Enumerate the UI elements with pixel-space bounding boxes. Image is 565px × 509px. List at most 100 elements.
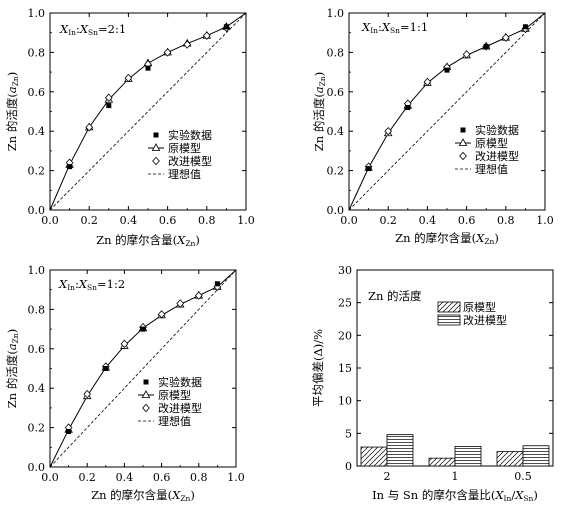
experimental-point <box>145 65 151 71</box>
x-tick-label: 0.6 <box>153 471 171 484</box>
legend-label: 改进模型 <box>168 154 212 168</box>
experimental-point <box>67 164 73 170</box>
improved-model-point <box>462 50 471 59</box>
bar-improved-model <box>522 445 550 467</box>
panel-label-var: X <box>361 20 371 34</box>
y-axis-label-sub: Zn <box>11 333 20 343</box>
legend-label: 理想值 <box>475 162 508 176</box>
y-tick-label: 15 <box>338 362 352 375</box>
x-tick-label: 1 <box>452 470 459 483</box>
x-axis-label-var: X <box>171 488 181 502</box>
improved-model-point <box>83 389 92 399</box>
improved-model-point <box>124 73 133 83</box>
legend-label: 理想值 <box>168 167 201 181</box>
x-axis-label-var: X <box>494 488 504 502</box>
improved-model-point <box>202 31 211 40</box>
y-axis-label: Zn 的活度(aZn) <box>312 72 327 151</box>
y-axis-label-close: ) <box>5 72 19 77</box>
y-axis-label-sub: Zn <box>11 76 20 86</box>
legend-label: 改进模型 <box>158 401 202 415</box>
panel-label-var: X <box>381 20 391 34</box>
y-tick-label: 1.0 <box>28 264 46 277</box>
y-tick-label: 30 <box>338 264 352 277</box>
y-tick-label: 0.0 <box>28 204 46 217</box>
legend-marker-experimental <box>143 379 149 385</box>
x-tick-label: 0.5 <box>514 470 532 483</box>
activity-chart-ratio-1-2: 0.0 0.2 0.4 0.6 0.8 1.00.00.20.40.60.81.0XIn:… <box>5 264 245 503</box>
panel-label-sub: Sn <box>390 26 400 35</box>
y-tick-label: 0.4 <box>28 382 46 395</box>
legend-swatch-original <box>437 301 461 313</box>
x-axis-label-sub: Sn <box>523 494 533 503</box>
legend-label: 原模型 <box>158 388 191 402</box>
bar-improved-model <box>386 434 414 467</box>
legend-label: 理想值 <box>158 414 191 428</box>
x-tick-label: 0.0 <box>41 214 59 227</box>
legend-label: 改进模型 <box>463 313 507 327</box>
y-tick-label: 0 <box>345 460 352 473</box>
legend-label: 原模型 <box>168 141 201 155</box>
x-axis-label-close: ) <box>190 488 195 502</box>
panel-label: XIn:XSn=1:2 <box>58 277 125 292</box>
x-axis-label: In 与 Sn 的摩尔含量比(XIn/XSn) <box>372 488 538 503</box>
panel-label-ratio: =2:1 <box>98 22 126 36</box>
improved-model-point <box>501 33 510 42</box>
improved-model-point <box>157 310 166 319</box>
y-tick-label: 0.2 <box>28 422 46 435</box>
panel-label-var: X <box>79 22 89 36</box>
x-tick-label: 1.0 <box>536 214 554 227</box>
experimental-point <box>405 105 411 111</box>
panel-label: XIn:XSn=2:1 <box>59 22 126 37</box>
activity-chart-ratio-2-1: 0.0 0.2 0.4 0.6 0.8 1.00.00.20.40.60.81.0XIn:… <box>5 7 255 248</box>
x-axis-label-var: X <box>176 233 186 247</box>
y-tick-label: 0.8 <box>28 46 46 59</box>
legend-marker-original <box>151 143 161 152</box>
panel-label-var: X <box>78 277 88 291</box>
y-tick-label: 20 <box>338 329 352 342</box>
experimental-point <box>66 429 72 435</box>
experimental-point <box>444 67 450 73</box>
experimental-point <box>522 24 528 30</box>
panel-label-ratio: =1:2 <box>97 277 125 291</box>
experimental-point <box>103 366 109 371</box>
x-axis-label-sub: Zn <box>180 494 190 503</box>
improved-model-point <box>194 291 203 300</box>
y-tick-label: 1.0 <box>327 7 345 20</box>
x-tick-label: 0.2 <box>379 214 397 227</box>
legend-label: 实验数据 <box>158 375 202 389</box>
improved-model-point <box>85 123 94 132</box>
x-tick-label: 0.4 <box>419 214 437 227</box>
x-tick-label: 0.0 <box>41 471 59 484</box>
y-axis-label-text: Zn 的活度( <box>5 350 19 408</box>
y-tick-label: 1.0 <box>28 7 46 20</box>
experimental-point <box>106 103 112 109</box>
experimental-point <box>483 43 489 49</box>
x-tick-label: 1.0 <box>237 214 255 227</box>
x-axis-label-sub: Zn <box>484 237 494 246</box>
bar-improved-model <box>454 445 482 467</box>
ideal-line <box>49 269 237 468</box>
y-axis-label-var: a <box>312 86 326 93</box>
x-axis-label-close: ) <box>195 233 200 247</box>
panel-label-sub: In <box>67 283 75 292</box>
panel-label-sub: Sn <box>87 283 97 292</box>
panel-label: XIn:XSn=1:1 <box>361 20 428 35</box>
y-axis-label: 平均偏差(Δ)/% <box>311 329 325 407</box>
legend-label: 原模型 <box>475 136 508 150</box>
x-tick-label: 0.4 <box>120 214 138 227</box>
y-tick-label: 0.2 <box>28 165 46 178</box>
y-axis-label-text: Zn 的活度( <box>312 93 326 151</box>
experimental-point <box>214 281 220 287</box>
y-axis-label-sub: Zn <box>318 76 327 86</box>
experimental-point <box>140 326 146 332</box>
legend-marker-original <box>141 390 151 399</box>
y-tick-label: 0.4 <box>327 125 345 138</box>
x-tick-label: 0.0 <box>340 214 358 227</box>
x-axis-label-slash: / <box>511 488 515 502</box>
y-tick-label: 0.4 <box>28 125 46 138</box>
x-tick-label: 1.0 <box>227 471 245 484</box>
y-tick-label: 0.0 <box>28 461 46 474</box>
improved-model-point <box>384 127 393 136</box>
x-axis-label-var: X <box>475 231 485 245</box>
